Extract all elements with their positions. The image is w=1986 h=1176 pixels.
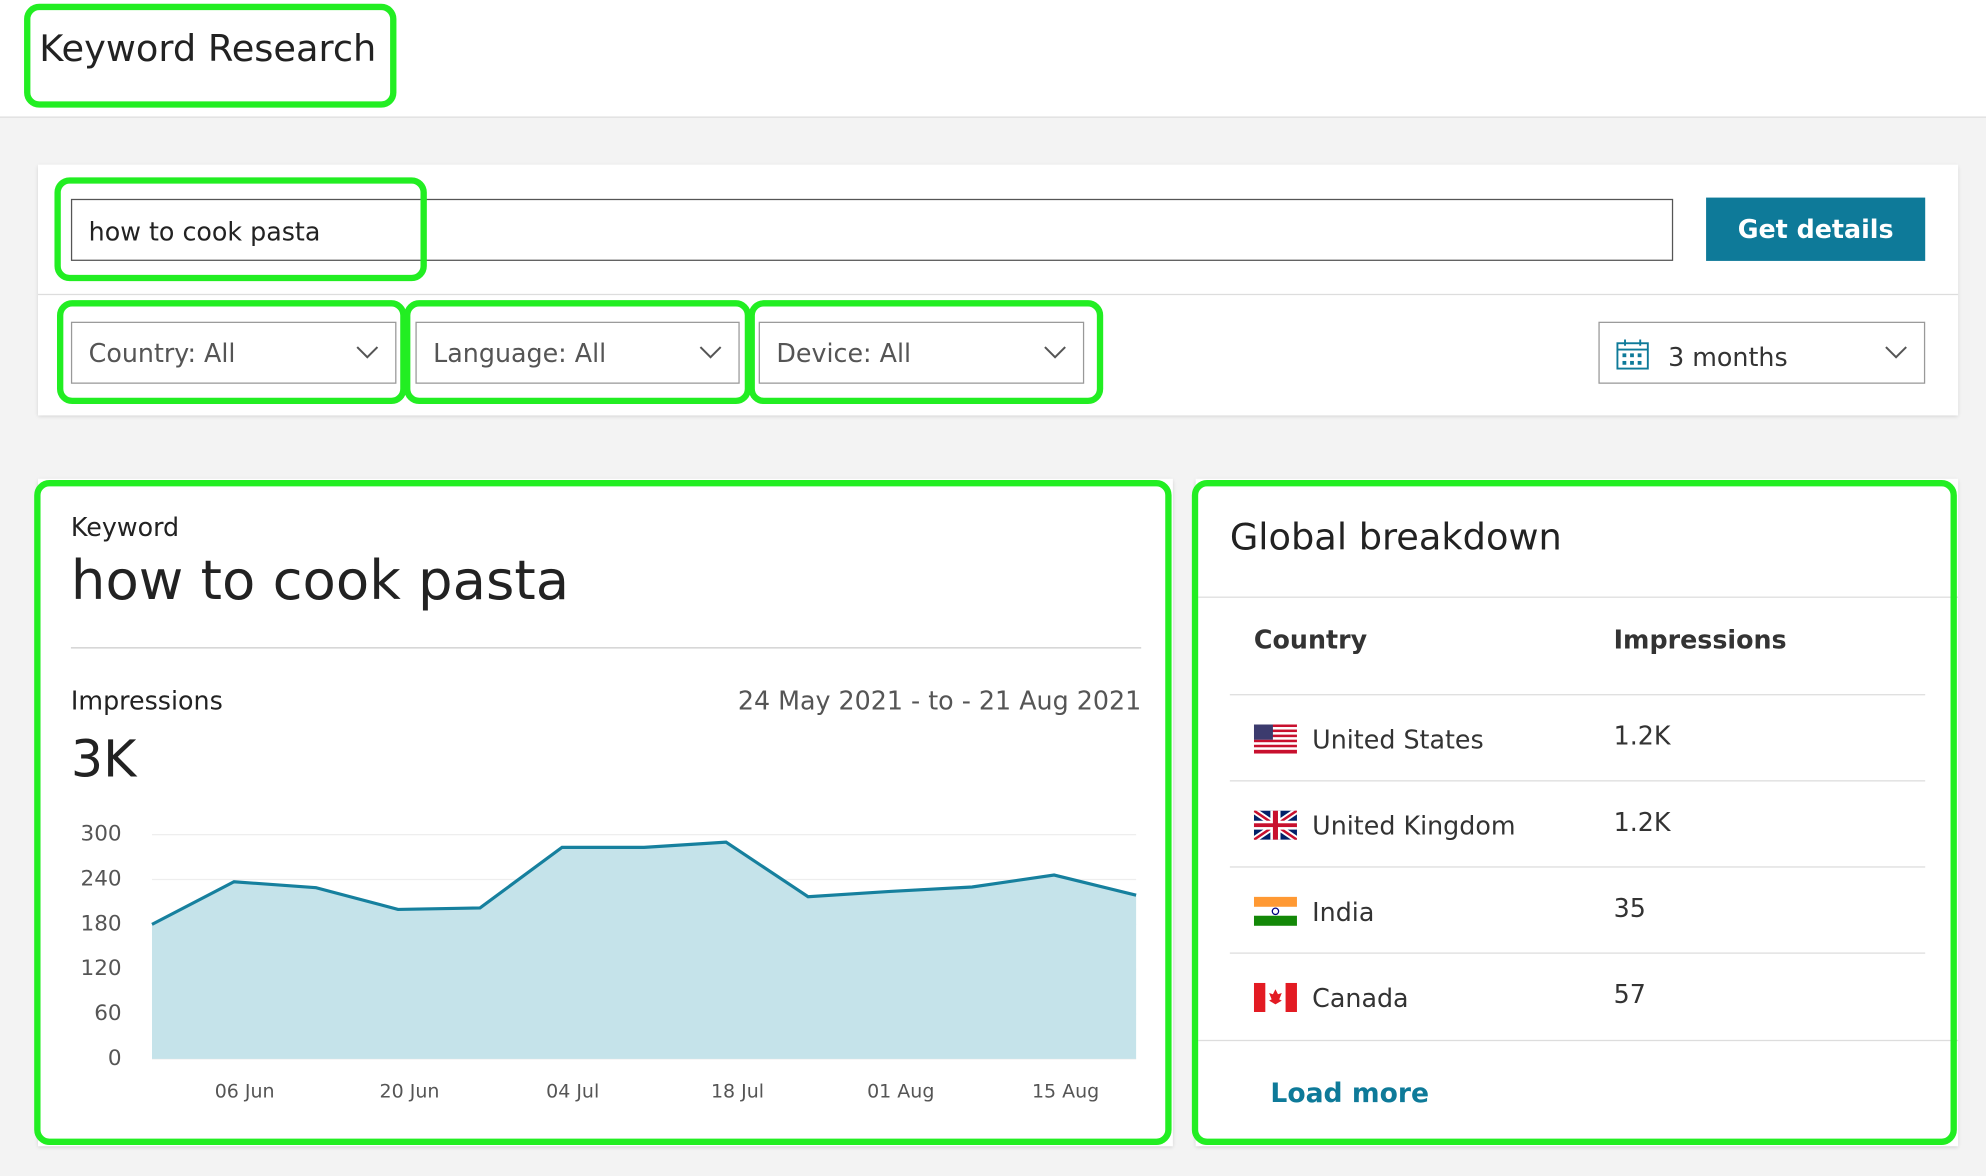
- highlight-box: [24, 3, 397, 108]
- metric-label: Impressions: [70, 685, 223, 716]
- highlight-box: [54, 177, 427, 282]
- button-label: Get details: [1737, 214, 1894, 245]
- country-name: United States: [1312, 724, 1484, 755]
- country-name: United Kingdom: [1312, 810, 1516, 842]
- flag-uk: [1253, 810, 1297, 840]
- highlight-box: [34, 480, 1172, 1145]
- x-tick-label: 04 Jul: [546, 1080, 599, 1102]
- chevron: [1044, 346, 1066, 359]
- y-tick-label: 180: [81, 911, 122, 936]
- load-more-link[interactable]: Load more: [1270, 1077, 1429, 1109]
- x-tick-label: 15 Aug: [1032, 1080, 1099, 1102]
- keyword-label: Keyword: [70, 511, 180, 543]
- highlight-box: [1191, 480, 1957, 1145]
- search-input[interactable]: how to cook pasta: [70, 198, 1674, 261]
- date-range: 24 May 2021 - to - 21 Aug 2021: [737, 685, 1142, 716]
- calendar-icon: [1616, 339, 1649, 370]
- breakdown-title: Global breakdown: [1229, 515, 1562, 559]
- area: [151, 842, 1137, 1059]
- x-tick-label: 20 Jun: [380, 1080, 440, 1102]
- column-header: Impressions: [1613, 624, 1787, 655]
- breakdown-card: Global breakdown Country Impressions Uni…: [1195, 478, 1959, 1147]
- highlight-box: [748, 300, 1104, 405]
- chevron: [356, 346, 379, 359]
- divider: [1229, 694, 1926, 696]
- header-bar: [0, 0, 1986, 118]
- line: [151, 840, 1137, 926]
- highlight-box: [56, 300, 407, 405]
- dropdown-label: Language: All: [433, 338, 607, 369]
- country-name: India: [1312, 896, 1375, 928]
- divider: [1198, 596, 1959, 598]
- device-dropdown[interactable]: Device: All: [758, 321, 1085, 384]
- x-tick-label: 06 Jun: [215, 1080, 275, 1102]
- total-impressions: 3K: [70, 730, 137, 790]
- flag-canada: [1253, 982, 1297, 1012]
- keyword-card: Keyword how to cook pasta Impressions 24…: [37, 478, 1173, 1147]
- divider: [1229, 866, 1926, 868]
- get-details-button[interactable]: Get details: [1706, 197, 1926, 261]
- divider: [1229, 952, 1926, 954]
- x-tick-label: 18 Jul: [711, 1080, 764, 1102]
- divider: [1198, 1039, 1959, 1042]
- flag-us: [1253, 724, 1297, 754]
- country-name: Canada: [1312, 982, 1409, 1014]
- divider: [70, 647, 1142, 649]
- divider: [37, 293, 1959, 296]
- x-tick-label: 01 Aug: [867, 1080, 934, 1102]
- impressions-value: 1.2K: [1613, 720, 1671, 752]
- search-card: how to cook pasta Get details Country: A…: [37, 164, 1959, 416]
- impressions-value: 35: [1613, 892, 1646, 924]
- dropdown-label: Country: All: [88, 338, 236, 369]
- search-text: how to cook pasta: [88, 216, 321, 247]
- country-dropdown[interactable]: Country: All: [70, 321, 397, 384]
- keyword-value: how to cook pasta: [70, 549, 570, 614]
- page-title: Keyword Research: [39, 26, 377, 70]
- impressions-value: 57: [1613, 979, 1646, 1010]
- chevron: [699, 346, 722, 359]
- language-dropdown[interactable]: Language: All: [415, 321, 740, 384]
- y-tick-label: 120: [81, 956, 122, 981]
- impressions-chart: 0 60 120 180 240 300 06 Jun 20 Jun 04 Jul 18 Jul 0…: [81, 822, 1137, 1102]
- chevron: [1885, 346, 1907, 359]
- y-tick-label: 0: [108, 1046, 122, 1071]
- period-dropdown[interactable]: 3 months: [1598, 321, 1926, 384]
- y-tick-label: 240: [81, 867, 122, 892]
- flag-india: [1253, 896, 1297, 926]
- column-header: Country: [1253, 624, 1368, 655]
- impressions-value: 1.2K: [1613, 806, 1671, 838]
- divider: [1229, 780, 1926, 782]
- dropdown-label: Device: All: [776, 338, 912, 369]
- y-tick-label: 300: [81, 822, 122, 847]
- y-tick-label: 60: [94, 1001, 121, 1026]
- period-label: 3 months: [1668, 341, 1788, 373]
- highlight-box: [404, 300, 752, 405]
